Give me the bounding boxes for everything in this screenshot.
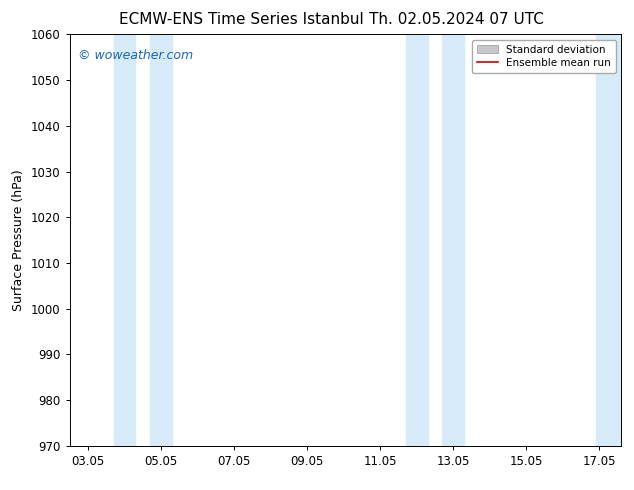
Legend: Standard deviation, Ensemble mean run: Standard deviation, Ensemble mean run: [472, 40, 616, 73]
Text: Th. 02.05.2024 07 UTC: Th. 02.05.2024 07 UTC: [369, 12, 544, 27]
Bar: [596, 34, 621, 446]
Bar: [113, 34, 136, 446]
Text: © woweather.com: © woweather.com: [78, 49, 193, 62]
Bar: [150, 34, 172, 446]
Bar: [443, 34, 464, 446]
Text: ECMW-ENS Time Series Istanbul: ECMW-ENS Time Series Istanbul: [119, 12, 363, 27]
Y-axis label: Surface Pressure (hPa): Surface Pressure (hPa): [13, 169, 25, 311]
Bar: [406, 34, 428, 446]
